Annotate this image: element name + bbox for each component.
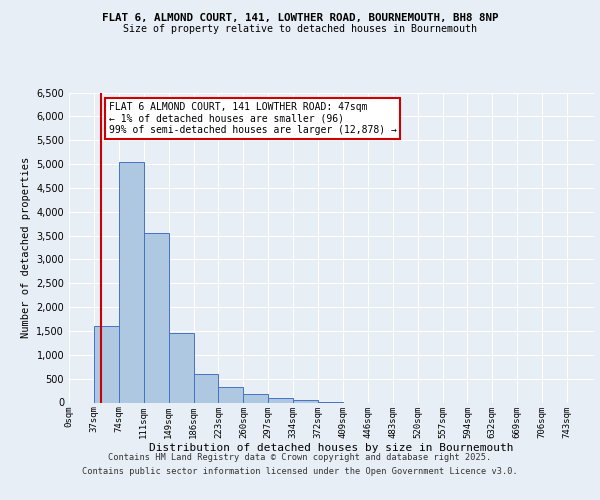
Bar: [144, 233, 169, 402]
Bar: [94, 326, 119, 402]
Bar: [194, 374, 218, 402]
Text: FLAT 6, ALMOND COURT, 141, LOWTHER ROAD, BOURNEMOUTH, BH8 8NP: FLAT 6, ALMOND COURT, 141, LOWTHER ROAD,…: [102, 12, 498, 22]
Bar: [119, 162, 144, 402]
Bar: [244, 394, 268, 402]
Text: Contains public sector information licensed under the Open Government Licence v3: Contains public sector information licen…: [82, 467, 518, 476]
Bar: [218, 387, 244, 402]
Text: FLAT 6 ALMOND COURT, 141 LOWTHER ROAD: 47sqm
← 1% of detached houses are smaller: FLAT 6 ALMOND COURT, 141 LOWTHER ROAD: 4…: [109, 102, 397, 135]
X-axis label: Distribution of detached houses by size in Bournemouth: Distribution of detached houses by size …: [149, 443, 514, 453]
Text: Size of property relative to detached houses in Bournemouth: Size of property relative to detached ho…: [123, 24, 477, 34]
Text: Contains HM Land Registry data © Crown copyright and database right 2025.: Contains HM Land Registry data © Crown c…: [109, 454, 491, 462]
Bar: [268, 398, 293, 402]
Bar: [293, 400, 318, 402]
Bar: [169, 334, 194, 402]
Y-axis label: Number of detached properties: Number of detached properties: [21, 157, 31, 338]
